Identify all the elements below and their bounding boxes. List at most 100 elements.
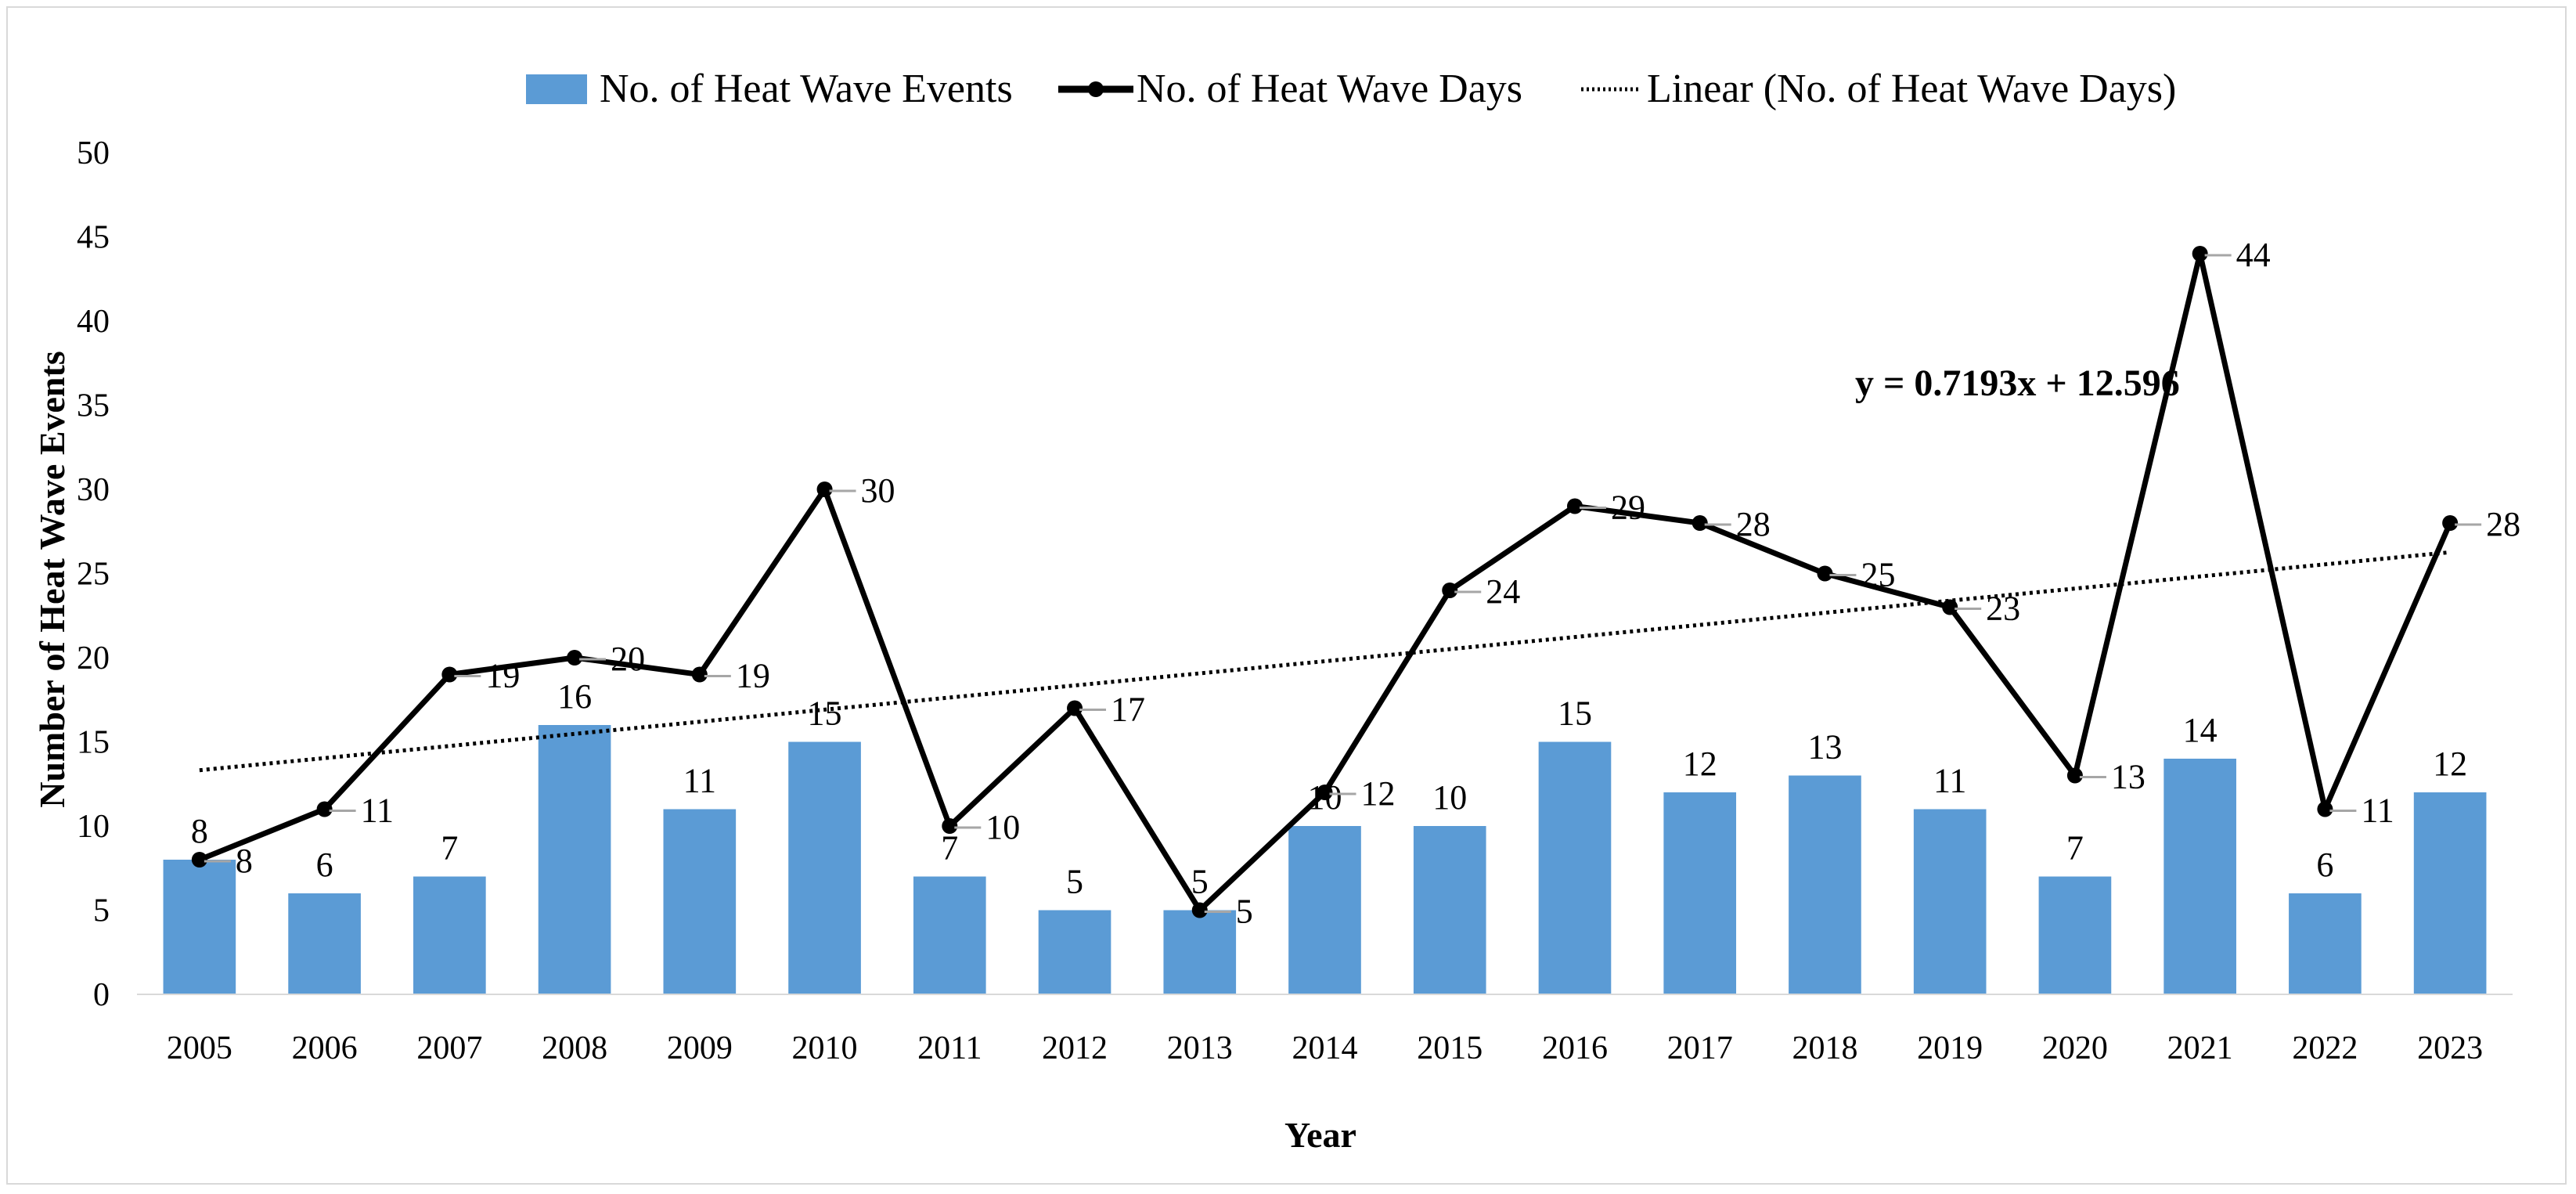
days-line-segment [1697, 520, 1828, 576]
days-point-label: 23 [1986, 590, 2020, 628]
chart-svg: No. of Heat Wave Events No. of Heat Wave … [32, 67, 2520, 1155]
days-point [567, 650, 583, 666]
days-point-label: 28 [1736, 505, 1771, 543]
x-tick-label: 2013 [1167, 1030, 1233, 1066]
event-bar-label: 8 [191, 812, 208, 850]
event-bar [1288, 826, 1361, 994]
days-line-segment [446, 655, 578, 677]
legend-swatch-events [526, 74, 587, 104]
event-bar [413, 876, 486, 994]
x-axis: 2005 2006 2007 2008 2009 2010 2011 2012 2013 2014… [137, 994, 2513, 1066]
event-bar-label: 10 [1432, 778, 1467, 817]
x-tick-label: 2020 [2042, 1030, 2108, 1066]
days-line-segment [571, 655, 703, 677]
event-bar [1413, 826, 1486, 994]
days-point-label: 5 [1236, 893, 1253, 931]
days-point [942, 818, 958, 834]
y-tick-label: 50 [77, 135, 110, 171]
days-point [816, 482, 833, 497]
days-point [1817, 565, 1833, 582]
event-bar-label: 7 [941, 829, 958, 868]
event-bar [1038, 910, 1111, 994]
event-bar [288, 893, 361, 994]
days-point [1317, 785, 1333, 800]
days-point [2192, 246, 2208, 262]
event-bar-label: 12 [2433, 745, 2467, 783]
x-tick-label: 2016 [1542, 1030, 1608, 1066]
event-bar [1663, 792, 1737, 994]
days-line-segment [1322, 587, 1453, 795]
days-point [316, 801, 333, 817]
days-point-label: 25 [1861, 556, 1895, 594]
days-point-label: 13 [2111, 758, 2145, 796]
days-point-label: 12 [1361, 774, 1396, 813]
legend-label-days: No. of Heat Wave Days [1137, 67, 1522, 111]
event-bar [1163, 910, 1237, 994]
x-axis-title: Year [1284, 1115, 1356, 1155]
event-bar [788, 741, 861, 994]
days-point-label: 28 [2486, 505, 2520, 543]
legend-marker-days [1088, 81, 1104, 97]
x-tick-label: 2018 [1792, 1030, 1857, 1066]
days-line-segment [1947, 604, 2078, 778]
event-bar [2038, 876, 2112, 994]
days-line-segment [1821, 571, 1953, 610]
y-tick-label: 35 [77, 388, 110, 424]
legend-label-events: No. of Heat Wave Events [600, 67, 1013, 111]
days-point [691, 666, 708, 683]
chart-frame: No. of Heat Wave Events No. of Heat Wave … [6, 6, 2567, 1185]
days-line-segment [1572, 503, 1703, 526]
event-bar [538, 725, 611, 994]
event-bar-label: 16 [557, 677, 592, 716]
y-tick-label: 0 [93, 977, 110, 1013]
x-tick-label: 2005 [167, 1030, 232, 1066]
line-labels: 8 11 19 20 19 30 10 17 5 12 24 29 28 25 23 13 44 11 28 [204, 236, 2520, 931]
x-tick-label: 2023 [2417, 1030, 2483, 1066]
days-line-segment [2072, 251, 2203, 778]
x-tick-label: 2015 [1417, 1030, 1483, 1066]
y-axis: 0 5 10 15 20 25 30 35 40 45 50 [77, 135, 110, 1013]
event-bar-label: 12 [1683, 745, 1717, 783]
bar-labels: 8 6 7 16 11 15 7 5 5 10 10 15 12 13 11 7 14 6 12 [191, 677, 2467, 901]
days-point [1566, 498, 1583, 514]
days-point-label: 24 [1486, 572, 1520, 611]
event-bar [2163, 759, 2236, 994]
event-bar [1913, 809, 1987, 994]
event-bar-label: 7 [2066, 829, 2084, 868]
event-bar-label: 6 [2316, 846, 2333, 884]
event-bar-label: 13 [1807, 728, 1842, 767]
event-bar [1538, 741, 1612, 994]
days-point-label: 44 [2236, 236, 2271, 274]
x-tick-label: 2017 [1667, 1030, 1733, 1066]
y-tick-label: 5 [93, 893, 110, 929]
days-line-segment [946, 705, 1078, 829]
event-bar-label: 11 [1933, 762, 1966, 800]
days-point [1191, 902, 1208, 918]
days-point [1692, 515, 1708, 531]
x-tick-label: 2008 [542, 1030, 607, 1066]
legend: No. of Heat Wave Events No. of Heat Wave … [526, 67, 2176, 111]
x-tick-label: 2021 [2167, 1030, 2233, 1066]
event-bar-label: 6 [316, 846, 333, 884]
event-bar-label: 15 [1558, 694, 1592, 733]
event-bar-label: 11 [683, 762, 716, 800]
event-bar-label: 14 [2183, 711, 2218, 749]
trendline-equation: y = 0.7193x + 12.596 [1855, 363, 2180, 404]
days-line-segment [196, 806, 328, 863]
days-point [2442, 515, 2459, 531]
days-point [1442, 583, 1458, 598]
x-tick-label: 2012 [1042, 1030, 1108, 1066]
days-line-segment [1447, 503, 1578, 593]
x-tick-label: 2009 [667, 1030, 733, 1066]
y-tick-label: 10 [77, 809, 110, 845]
days-line-segment [322, 672, 452, 812]
event-bar-label: 5 [1191, 863, 1209, 901]
event-bar [2413, 792, 2487, 994]
days-point [441, 666, 458, 683]
y-tick-label: 45 [77, 220, 110, 256]
days-point-label: 11 [361, 792, 394, 830]
x-tick-label: 2007 [416, 1030, 482, 1066]
days-line-segment [2197, 251, 2328, 812]
days-point [1942, 599, 1958, 615]
days-point-label: 30 [861, 471, 895, 510]
